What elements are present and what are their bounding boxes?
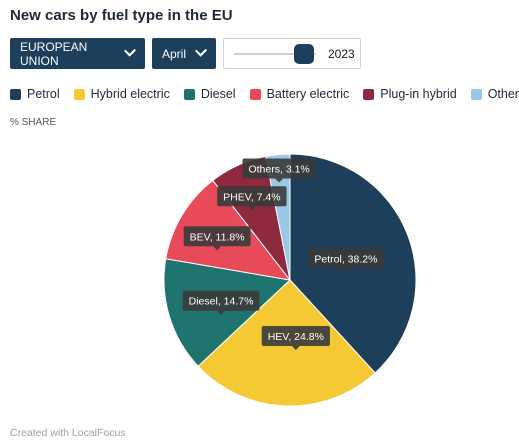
legend-item[interactable]: Diesel xyxy=(183,87,236,101)
legend-swatch xyxy=(10,88,21,100)
controls-bar: EUROPEAN UNION April 2023 xyxy=(10,38,361,69)
month-dropdown-label: April xyxy=(162,46,187,61)
legend-swatch xyxy=(249,88,261,100)
pie-slice[interactable] xyxy=(163,258,292,367)
legend-label: Others xyxy=(487,87,519,101)
data-label: Others, 3.1% xyxy=(242,158,316,183)
legend-label: Plug-in hybrid xyxy=(380,87,457,101)
legend-label: Petrol xyxy=(27,87,60,101)
pie-slice[interactable] xyxy=(265,153,291,281)
year-slider[interactable]: 2023 xyxy=(223,38,361,69)
legend-item[interactable]: Hybrid electric xyxy=(73,87,170,101)
legend-item[interactable]: Others xyxy=(470,87,519,101)
region-dropdown[interactable]: EUROPEAN UNION xyxy=(10,38,145,69)
legend-swatch xyxy=(470,88,482,100)
unit-label: % SHARE xyxy=(10,117,57,128)
legend-item[interactable]: Plug-in hybrid xyxy=(363,87,457,101)
data-label: BEV, 11.8% xyxy=(183,226,251,251)
legend-swatch xyxy=(73,88,85,100)
data-label: HEV, 24.8% xyxy=(261,325,330,350)
svg-text:BEV, 11.8%: BEV, 11.8% xyxy=(190,231,245,243)
region-dropdown-label: EUROPEAN UNION xyxy=(20,39,88,68)
svg-text:PHEV, 7.4%: PHEV, 7.4% xyxy=(223,191,280,203)
month-dropdown[interactable]: April xyxy=(152,38,216,69)
svg-text:Diesel, 14.7%: Diesel, 14.7% xyxy=(189,296,254,308)
data-label: Petrol, 38.2% xyxy=(308,248,384,273)
year-slider-track[interactable] xyxy=(234,53,316,55)
svg-text:Others, 3.1%: Others, 3.1% xyxy=(248,164,309,176)
year-slider-value: 2023 xyxy=(328,47,355,61)
legend-label: Diesel xyxy=(200,87,236,101)
year-slider-thumb[interactable] xyxy=(293,44,314,64)
legend-item[interactable]: Petrol xyxy=(10,87,60,101)
data-label: Diesel, 14.7% xyxy=(182,290,260,315)
legend-label: Hybrid electric xyxy=(90,87,170,101)
chart-title: New cars by fuel type in the EU xyxy=(10,7,233,24)
legend-label: Battery electric xyxy=(266,87,350,101)
footer-credit: Created with LocalFocus xyxy=(10,427,126,439)
svg-text:HEV, 24.8%: HEV, 24.8% xyxy=(268,331,324,343)
svg-text:Petrol, 38.2%: Petrol, 38.2% xyxy=(314,253,377,265)
legend-swatch xyxy=(363,88,375,100)
data-label: PHEV, 7.4% xyxy=(217,186,287,211)
legend-item[interactable]: Battery electric xyxy=(249,87,350,101)
chart-legend: Petrol Hybrid electric Diesel Battery elect… xyxy=(10,87,519,101)
legend-swatch xyxy=(183,88,195,100)
